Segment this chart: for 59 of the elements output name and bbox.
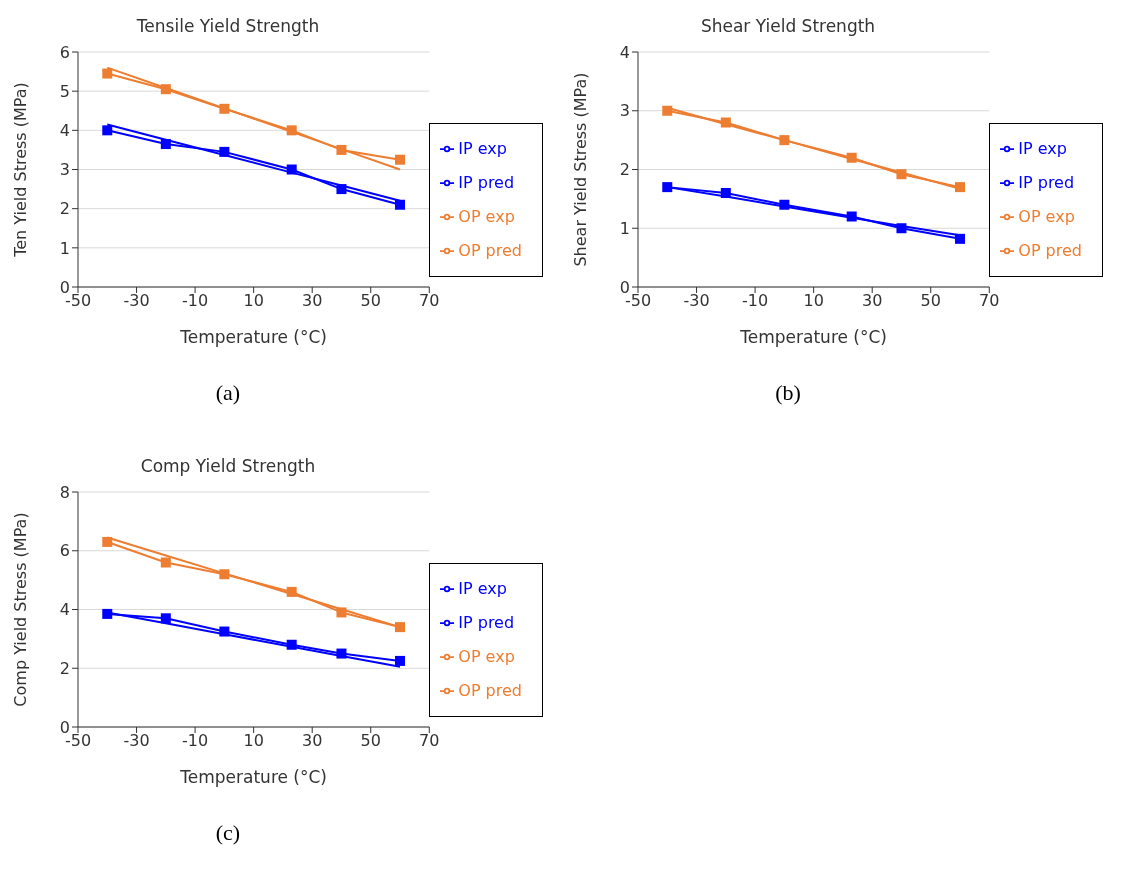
legend-label: IP exp — [458, 138, 507, 158]
legend-label: OP exp — [458, 646, 515, 666]
legend-label: IP exp — [458, 578, 507, 598]
y-tick-label: 5 — [59, 81, 70, 101]
chart-title: Tensile Yield Strength — [135, 16, 321, 36]
x-axis-title: Temperature (°C) — [179, 327, 328, 347]
y-tick-label: 1 — [59, 238, 70, 258]
y-axis-title: Shear Yield Stress (MPa) — [570, 72, 590, 267]
y-tick-label: 2 — [59, 199, 70, 219]
x-tick-label: -30 — [683, 291, 710, 311]
y-tick-label: 4 — [59, 600, 70, 620]
x-tick-label: -30 — [123, 731, 150, 751]
y-tick-label: 3 — [59, 160, 70, 180]
x-tick-label: 10 — [243, 731, 264, 751]
y-tick-label: 4 — [619, 42, 630, 62]
x-tick-label: 50 — [920, 291, 941, 311]
x-axis-title: Temperature (°C) — [739, 327, 888, 347]
y-axis-title: Comp Yield Stress (MPa) — [10, 512, 30, 707]
legend-label: IP pred — [1018, 172, 1075, 192]
y-tick-label: 0 — [619, 277, 630, 297]
text: (c) — [214, 820, 242, 846]
legend-label: OP pred — [458, 240, 522, 260]
y-tick-label: 2 — [619, 160, 630, 180]
x-tick-label: 10 — [243, 291, 264, 311]
y-tick-label: 8 — [59, 482, 70, 502]
x-tick-label: 70 — [419, 731, 440, 751]
chart-title: Comp Yield Strength — [139, 456, 317, 476]
y-axis-title: Ten Yield Stress (MPa) — [10, 82, 30, 258]
x-axis-title: Temperature (°C) — [179, 767, 328, 787]
y-tick-label: 0 — [59, 717, 70, 737]
x-tick-label: -10 — [742, 291, 769, 311]
chart-title: Shear Yield Strength — [699, 16, 877, 36]
legend-label: OP pred — [1018, 240, 1082, 260]
legend-label: OP exp — [458, 206, 515, 226]
legend-label: OP pred — [458, 680, 522, 700]
x-tick-label: 50 — [360, 291, 381, 311]
x-tick-label: 30 — [862, 291, 883, 311]
y-tick-label: 6 — [59, 42, 70, 62]
x-tick-label: -10 — [182, 731, 209, 751]
x-tick-label: 30 — [302, 291, 323, 311]
y-tick-label: 2 — [59, 658, 70, 678]
x-tick-label: 30 — [302, 731, 323, 751]
x-tick-label: 70 — [419, 291, 440, 311]
legend-label: IP pred — [458, 612, 515, 632]
y-tick-label: 6 — [59, 541, 70, 561]
x-tick-label: 70 — [979, 291, 1000, 311]
legend-label: OP exp — [1018, 206, 1075, 226]
text: (a) — [214, 380, 242, 406]
y-tick-label: 4 — [59, 121, 70, 141]
text: (b) — [774, 380, 802, 406]
y-tick-label: 1 — [619, 218, 630, 238]
x-tick-label: 10 — [803, 291, 824, 311]
legend-label: IP pred — [458, 172, 515, 192]
x-tick-label: 50 — [360, 731, 381, 751]
y-tick-label: 3 — [619, 101, 630, 121]
y-tick-label: 0 — [59, 277, 70, 297]
legend-label: IP exp — [1018, 138, 1067, 158]
x-tick-label: -10 — [182, 291, 209, 311]
x-tick-label: -30 — [123, 291, 150, 311]
